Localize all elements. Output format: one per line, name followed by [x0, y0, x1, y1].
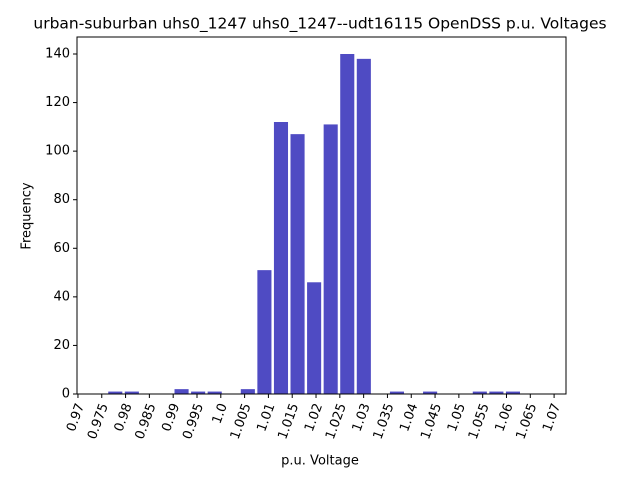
x-tick-label: 1.06 — [493, 401, 517, 433]
bar — [240, 389, 255, 394]
y-tick-label: 120 — [45, 95, 70, 110]
x-tick-label: 1.015 — [275, 401, 302, 441]
x-tick-label: 1.055 — [466, 401, 493, 441]
bar — [423, 391, 438, 394]
bar — [124, 391, 139, 394]
x-tick-label: 1.025 — [323, 401, 350, 441]
x-tick-label: 0.98 — [112, 401, 136, 433]
bar — [356, 58, 371, 394]
x-tick-label: 0.975 — [85, 401, 112, 441]
bar — [191, 391, 206, 394]
y-tick-label: 80 — [53, 192, 70, 207]
y-tick-label: 20 — [53, 338, 70, 353]
bar — [290, 134, 305, 394]
bar — [207, 391, 222, 394]
x-tick-label: 1.05 — [445, 401, 469, 433]
plot-frame — [76, 36, 567, 395]
x-tick-label: 1.03 — [350, 401, 374, 433]
x-tick-label: 1.005 — [228, 401, 255, 441]
bar — [323, 124, 338, 394]
x-tick-label: 0.99 — [159, 401, 183, 433]
bar — [472, 391, 487, 394]
x-tick-label: 1.04 — [397, 401, 421, 433]
bar — [489, 391, 504, 394]
bar — [273, 122, 289, 394]
y-tick-label: 100 — [45, 144, 70, 159]
x-tick-label: 1.065 — [514, 401, 541, 441]
y-axis-label: Frequency — [20, 182, 35, 249]
bar — [389, 391, 405, 394]
x-tick-label: 1.035 — [371, 401, 398, 441]
x-tick-label: 1.07 — [540, 401, 564, 433]
y-tick-label: 60 — [53, 241, 70, 256]
y-tick-label: 40 — [53, 289, 70, 304]
bar — [340, 54, 355, 394]
x-tick-label: 1.02 — [302, 401, 326, 433]
x-tick-label: 0.985 — [133, 401, 160, 441]
x-tick-label: 0.97 — [64, 401, 88, 433]
x-tick-label: 1.0 — [210, 401, 231, 426]
y-tick-label: 140 — [45, 47, 70, 62]
x-tick-label: 0.995 — [180, 401, 207, 441]
bar — [108, 391, 123, 394]
bar — [174, 389, 189, 394]
bar — [505, 391, 520, 394]
y-tick-label: 0 — [62, 387, 70, 402]
x-axis-label: p.u. Voltage — [281, 454, 359, 469]
bar — [257, 270, 272, 394]
bar — [307, 282, 322, 394]
x-tick-label: 1.01 — [254, 401, 278, 433]
x-tick-label: 1.045 — [418, 401, 445, 441]
chart-title: urban-suburban uhs0_1247 uhs0_1247--udt1… — [33, 15, 606, 34]
